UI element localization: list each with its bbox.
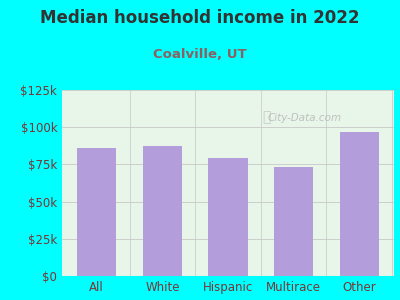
Bar — [143, 146, 182, 276]
Text: City-Data.com: City-Data.com — [267, 113, 342, 123]
Bar — [274, 167, 313, 276]
Bar — [77, 148, 116, 276]
Bar — [340, 132, 379, 276]
Bar — [208, 158, 248, 276]
Text: Median household income in 2022: Median household income in 2022 — [40, 9, 360, 27]
Text: Ⓡ: Ⓡ — [262, 110, 270, 124]
Text: Coalville, UT: Coalville, UT — [153, 48, 247, 61]
